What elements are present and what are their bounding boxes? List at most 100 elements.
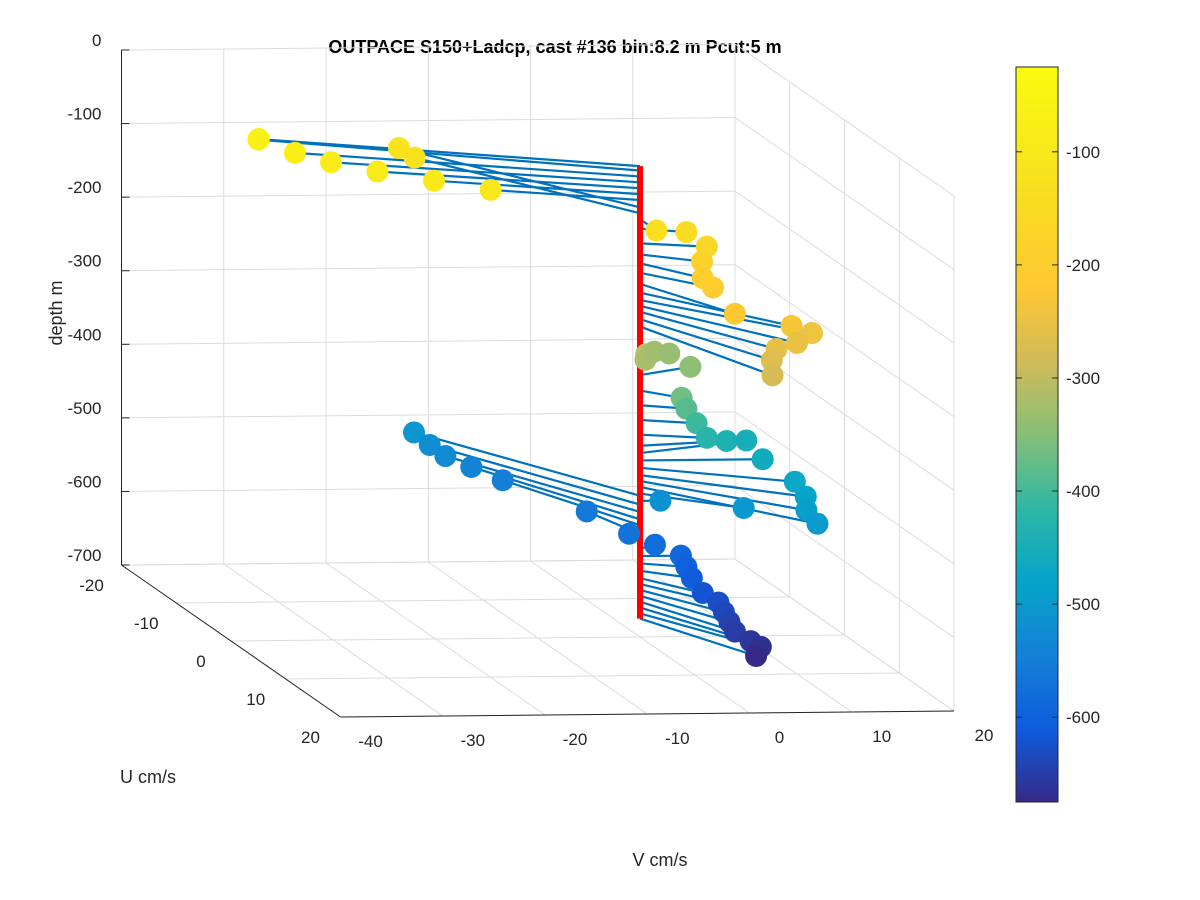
data-point (691, 250, 714, 273)
data-point (745, 645, 768, 668)
velocity-stem (639, 304, 798, 345)
data-point (575, 500, 598, 523)
wall-grid-line (734, 485, 955, 638)
data-point (643, 533, 666, 556)
u-axis-line (121, 564, 341, 718)
u-tick-label: -20 (79, 576, 104, 595)
data-point (658, 342, 681, 365)
wall-grid-line (734, 190, 955, 344)
data-point (649, 489, 672, 512)
wall-grid-line (734, 117, 955, 270)
velocity-stem (414, 156, 641, 215)
floor-grid-line (285, 672, 900, 680)
z-tick-label: -700 (67, 546, 101, 565)
z-tick-label: -400 (67, 325, 101, 344)
velocity-stem (639, 466, 795, 483)
velocity-stem (429, 443, 641, 506)
z-tick-label: -100 (67, 105, 101, 124)
data-point (806, 512, 829, 535)
velocity-stem (639, 474, 806, 498)
wall-grid-line (121, 484, 736, 492)
velocity-stem (258, 138, 641, 172)
colorbar-ticks: -100 -200 -300 -400 -500 -600 (1016, 143, 1100, 727)
velocity-stem (502, 479, 641, 527)
data-point (695, 426, 718, 449)
data-point (460, 455, 483, 478)
data-point (423, 169, 446, 192)
wall-grid-line (121, 43, 736, 51)
wall-grid-line (734, 43, 955, 197)
colorbar-tick-label: -100 (1066, 143, 1100, 162)
v-tick-label: -20 (563, 730, 588, 749)
v-axis-line (340, 710, 955, 718)
data-points (247, 128, 829, 668)
data-point (320, 151, 343, 174)
colorbar: -100 -200 -300 -400 -500 -600 (1015, 66, 1100, 803)
colorbar-tick-label: -500 (1066, 595, 1100, 614)
data-point (715, 430, 738, 453)
velocity-stems (258, 137, 818, 658)
z-axis-label: depth m (46, 280, 66, 345)
data-point (618, 522, 641, 545)
wall-grid-line (121, 190, 736, 198)
z-tick-label: -200 (67, 178, 101, 197)
data-point (723, 302, 746, 325)
data-point (434, 445, 457, 468)
data-point (366, 160, 389, 183)
data-point (761, 364, 784, 387)
wall-grid-line (121, 264, 736, 272)
wall-grid-line (121, 411, 736, 419)
chart-title: OUTPACE S150+Ladcp, cast #136 bin:8.2 m … (328, 37, 781, 57)
v-tick-label: -30 (460, 731, 485, 750)
velocity-stem (639, 282, 736, 315)
v-tick-label: 20 (975, 726, 994, 745)
velocity-stem (639, 325, 773, 377)
data-point (479, 178, 502, 201)
velocity-stem (639, 617, 757, 658)
grid-lines (121, 43, 955, 718)
velocity-stem (258, 137, 641, 168)
data-point (675, 221, 698, 244)
z-tick-label: -300 (67, 252, 101, 271)
u-tick-label: 20 (301, 728, 320, 747)
v-tick-label: 10 (872, 727, 891, 746)
velocity-stem (639, 600, 736, 633)
velocity-stem (639, 433, 707, 439)
data-point (751, 448, 774, 471)
wall-grid-line (734, 558, 955, 712)
data-point (735, 429, 758, 452)
colorbar-gradient (1015, 66, 1059, 803)
colorbar-tick-label: -600 (1066, 708, 1100, 727)
floor-grid-line (176, 596, 790, 604)
u-tick-label: 10 (246, 690, 265, 709)
wall-grid-line (734, 264, 955, 418)
data-point (780, 314, 803, 337)
data-point (283, 141, 306, 164)
v-tick-label: -10 (665, 729, 690, 748)
u-axis-label: U cm/s (120, 767, 176, 787)
data-point (702, 276, 725, 299)
u-tick-label: -10 (134, 614, 159, 633)
data-point (732, 496, 755, 519)
v-axis-label: V cm/s (632, 850, 687, 870)
data-point (786, 331, 808, 354)
tick-labels: 0-100-200-300-400-500-600-700-20-1001020… (67, 31, 993, 751)
data-point (247, 128, 270, 151)
data-point (679, 355, 702, 378)
v-tick-label: -40 (358, 732, 383, 751)
colorbar-tick-label: -400 (1066, 482, 1100, 501)
data-point (418, 433, 441, 456)
z-tick-label: -500 (67, 399, 101, 418)
data-point (403, 421, 425, 444)
axes (121, 49, 955, 718)
z-tick-label: -600 (67, 472, 101, 491)
data-point (645, 219, 668, 242)
wall-grid-line (121, 337, 736, 345)
wall-grid-line (121, 117, 736, 125)
velocity-stem (639, 458, 763, 462)
velocity-stem (639, 242, 707, 248)
velocity-stem (413, 431, 641, 497)
colorbar-tick-label: -300 (1066, 369, 1100, 388)
wall-grid-line (121, 558, 736, 566)
